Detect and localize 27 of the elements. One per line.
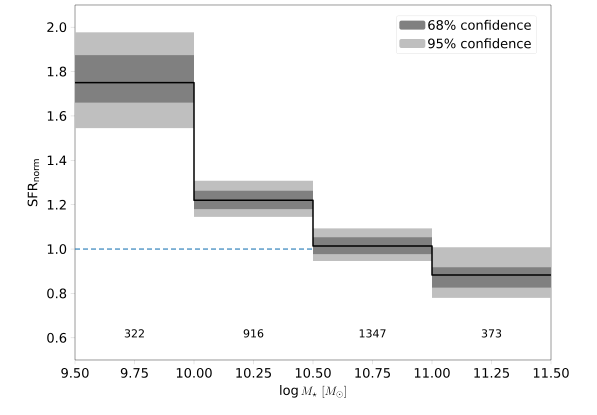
y-tick-label: 2.0	[47, 22, 66, 32]
bar	[194, 190, 313, 210]
y-tick-label: 1.2	[48, 200, 66, 210]
y-tick-label: 0.6	[47, 332, 66, 343]
y-tick-label: 1.4	[48, 156, 66, 166]
legend-label: 95% confidence	[428, 38, 531, 48]
x-axis-title: $\log M_{\star}\ [M_{\odot}]$	[280, 384, 346, 398]
bar	[432, 267, 552, 288]
x-tick-label: 11.50	[534, 368, 569, 378]
y-tick-label: 1.8	[48, 66, 66, 76]
x-tick-label: 11.00	[414, 368, 450, 378]
y-axis-title: SFR$_{norm}$	[28, 159, 40, 206]
y-tick-label: 1.0	[48, 244, 66, 254]
x-tick-label: 9.75	[120, 368, 148, 378]
y-tick-label: 1.6	[48, 111, 66, 121]
x-tick-label: 10.25	[236, 368, 271, 378]
legend-label: 68% confidence	[428, 20, 531, 30]
x-tick-label: 11.25	[474, 368, 509, 378]
x-tick-label: 9.50	[61, 368, 89, 378]
annotation: 322	[124, 329, 144, 338]
annotation: 916	[244, 329, 264, 338]
annotation: 1347	[360, 329, 386, 338]
x-tick-label: 10.50	[296, 368, 331, 378]
x-tick-label: 10.00	[176, 368, 212, 378]
y-tick-label: 0.8	[47, 288, 66, 298]
annotation: 373	[482, 329, 502, 338]
x-tick-label: 10.75	[355, 368, 390, 378]
